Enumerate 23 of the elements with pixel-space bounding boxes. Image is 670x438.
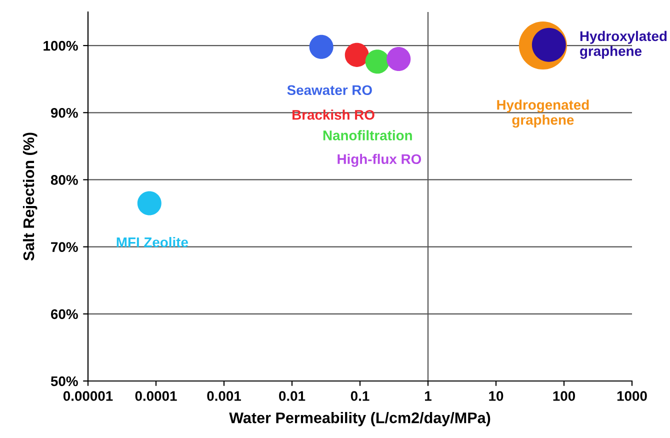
x-tick-label: 10 bbox=[489, 391, 504, 401]
y-tick-label: 80% bbox=[50, 175, 78, 185]
y-tick-label: 90% bbox=[50, 108, 78, 118]
y-axis-title: Salt Rejection (%) bbox=[22, 132, 38, 261]
x-tick-label: 1000 bbox=[617, 391, 647, 401]
series-label: Hydroxylated graphene bbox=[580, 30, 667, 59]
text: Hydrogenated graphene bbox=[497, 100, 589, 128]
x-tick-label: 100 bbox=[553, 391, 576, 401]
y-tick-label: 100% bbox=[44, 40, 78, 51]
x-tick-label: 0.1 bbox=[350, 391, 370, 401]
text: High-flux RO bbox=[338, 154, 422, 167]
y-tick-label: 60% bbox=[50, 309, 78, 320]
y-tick-label: 70% bbox=[51, 242, 78, 252]
x-tick-label: 0.01 bbox=[279, 391, 306, 401]
text: Nanofiltration bbox=[323, 130, 412, 140]
x-tick-label: 0.0001 bbox=[135, 391, 177, 401]
series-label: MFI Zeolite bbox=[116, 237, 188, 248]
x-tick-label: 1 bbox=[425, 391, 432, 401]
text: Seawater RO bbox=[287, 85, 372, 96]
x-tick-label: 0.00001 bbox=[63, 391, 113, 401]
x-axis-title: Water Permeability (L/cm2/day/MPa) bbox=[229, 412, 490, 426]
y-tick-label: 50% bbox=[50, 376, 78, 386]
x-tick-label: 0.001 bbox=[207, 391, 241, 401]
